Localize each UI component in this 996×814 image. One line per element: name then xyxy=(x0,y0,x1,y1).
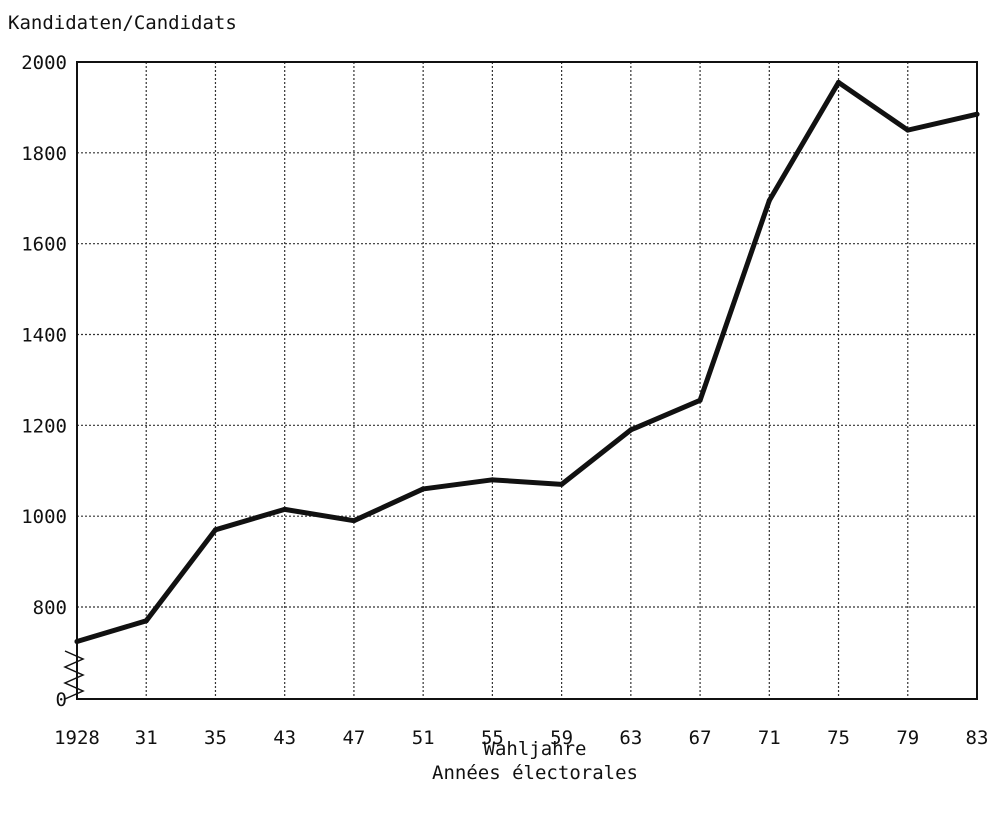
y-tick-labels: 0 800 1000 1200 1400 1600 1800 2000 xyxy=(21,52,67,711)
data-point xyxy=(282,506,288,512)
x-tick-label: 31 xyxy=(135,727,158,749)
data-point xyxy=(628,427,634,433)
data-point xyxy=(74,639,80,644)
y-tick-label: 2000 xyxy=(21,52,67,74)
x-axis-subtitle: Années électorales xyxy=(432,762,638,784)
x-tick-label: 55 xyxy=(481,727,504,749)
x-tick-label: 67 xyxy=(689,727,712,749)
series-line xyxy=(74,79,980,644)
x-tick-labels: 1928 31 35 43 47 51 55 59 63 67 71 75 79 83 xyxy=(54,727,988,749)
y-tick-label: 0 xyxy=(56,689,67,711)
data-point xyxy=(351,518,357,524)
y-tick-label: 800 xyxy=(33,597,67,619)
x-tick-label: 71 xyxy=(758,727,781,749)
x-tick-label: 75 xyxy=(827,727,850,749)
y-tick-label: 1800 xyxy=(21,143,67,165)
x-tick-label: 47 xyxy=(342,727,365,749)
y-axis-title: Kandidaten/Candidats xyxy=(8,12,237,34)
axis-break-marker xyxy=(63,650,85,700)
axis-break-zigzag xyxy=(63,650,85,700)
x-tick-label: 79 xyxy=(896,727,919,749)
plot-frame xyxy=(76,61,978,700)
data-point xyxy=(836,79,842,85)
data-point xyxy=(489,477,495,483)
data-point xyxy=(905,127,911,133)
y-tick-label: 1600 xyxy=(21,234,67,256)
y-tick-label: 1000 xyxy=(21,506,67,528)
data-point xyxy=(974,111,980,117)
data-point xyxy=(697,397,703,403)
x-tick-label: 59 xyxy=(550,727,573,749)
y-tick-label: 1200 xyxy=(21,415,67,437)
x-tick-label: 83 xyxy=(966,727,989,749)
data-point xyxy=(212,527,218,533)
grid xyxy=(77,62,977,699)
data-point xyxy=(143,618,149,624)
x-tick-label: 1928 xyxy=(54,727,100,749)
y-tick-label: 1400 xyxy=(21,325,67,347)
data-point xyxy=(766,198,772,204)
x-axis-title: Wahljahre xyxy=(483,738,587,760)
x-tick-label: 51 xyxy=(412,727,435,749)
x-tick-label: 63 xyxy=(619,727,642,749)
x-tick-label: 35 xyxy=(204,727,227,749)
x-tick-label: 43 xyxy=(273,727,296,749)
data-point xyxy=(420,486,426,492)
series-group xyxy=(74,79,980,644)
data-point xyxy=(559,481,565,487)
